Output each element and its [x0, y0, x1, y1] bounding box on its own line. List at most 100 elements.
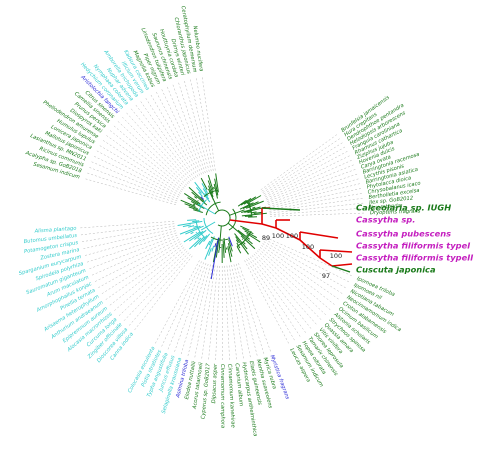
tip-label-cyperus-sp-gob2017-bottom: Cyperus sp. GoB2017: [200, 362, 211, 419]
internal-branch: [200, 221, 216, 231]
terminal-branch: [182, 224, 191, 228]
guide-line: [94, 149, 180, 196]
guide-line: [89, 234, 178, 270]
terminal-branch: [234, 233, 248, 250]
terminal-branch: [184, 203, 198, 210]
guide-line: [101, 139, 182, 193]
guide-line: [83, 178, 176, 206]
terminal-branch: [188, 206, 201, 212]
terminal-branch: [240, 197, 252, 206]
clade-tip-calceolaria-sp-iugh: Calceolaria sp. IUGH: [356, 203, 451, 213]
clade-branch: [261, 223, 277, 229]
terminal-branch: [228, 236, 233, 247]
terminal-branch: [252, 206, 256, 209]
terminal-branch: [204, 193, 210, 200]
terminal-branch: [205, 240, 211, 250]
clade-branch: [331, 263, 353, 267]
guide-line: [116, 119, 187, 186]
guide-line: [265, 159, 354, 199]
terminal-branch: [227, 246, 232, 263]
terminal-branch: [246, 195, 262, 204]
internal-branch: [218, 225, 222, 250]
guide-line: [91, 237, 179, 276]
guide-line: [261, 245, 341, 301]
terminal-branch: [200, 177, 208, 190]
internal-branch: [227, 222, 244, 237]
tip-label-cinnamomum-kanehirae-bottom: Cinnamomum kanehirae: [226, 364, 235, 428]
terminal-branch: [201, 183, 208, 194]
guide-line: [155, 260, 200, 344]
terminal-branch: [196, 186, 202, 194]
guide-line: [250, 256, 308, 335]
terminal-branch: [241, 238, 244, 240]
guide-line: [101, 243, 182, 294]
bootstrap-value: 100: [302, 243, 314, 251]
terminal-branch: [185, 225, 204, 235]
clade-tip-cassytha-filiformis-typeii: Cassytha filiformis typeII: [356, 253, 473, 263]
guide-line: [81, 225, 175, 243]
guide-lines: [80, 75, 366, 361]
guide-line: [144, 96, 197, 178]
terminal-branch: [240, 225, 250, 231]
terminal-branch: [192, 203, 196, 206]
internal-branch-arc: [245, 200, 253, 218]
terminal-branch: [236, 246, 242, 254]
guide-line: [256, 250, 328, 317]
guide-line: [123, 252, 190, 321]
terminal-branch: [243, 196, 257, 205]
tip-label-dipsacus-asper-bottom: Dipsacus asper: [211, 363, 219, 404]
guide-line: [263, 145, 347, 195]
guide-line: [262, 243, 345, 295]
bootstrap-value: 89: [262, 234, 270, 242]
guide-line: [167, 262, 204, 350]
terminal-branch: [235, 239, 239, 244]
guide-line: [187, 264, 211, 356]
guide-line: [194, 265, 214, 358]
internal-branch-arc: [214, 209, 231, 227]
guide-line: [231, 264, 251, 358]
terminal-branch: [202, 188, 209, 197]
guide-line: [260, 133, 339, 191]
internal-branch-arc: [205, 201, 221, 216]
terminal-branch: [197, 237, 200, 240]
guide-line: [268, 182, 362, 207]
terminal-branch: [214, 178, 219, 196]
terminal-branch: [195, 231, 197, 234]
guide-line: [224, 265, 230, 360]
guide-line: [255, 252, 323, 322]
guide-line: [246, 259, 296, 342]
guide-line: [80, 221, 175, 229]
guide-line: [120, 115, 189, 185]
terminal-branch: [187, 219, 197, 221]
highlighted-clade: Calceolaria sp. IUGH Cassytha sp. Cassytha…: [229, 203, 473, 280]
guide-line: [238, 263, 271, 352]
guide-line: [149, 93, 199, 177]
guide-line: [208, 265, 218, 360]
terminal-branch: [200, 196, 205, 200]
tree-branches: [177, 173, 267, 280]
guide-line: [268, 178, 361, 206]
guide-line: [215, 265, 221, 360]
terminal-branch: [207, 174, 214, 191]
clade-branch: [299, 231, 339, 239]
terminal-branch: [193, 209, 203, 213]
terminal-branch: [191, 191, 208, 206]
bootstrap-value: 97: [322, 272, 330, 280]
bootstrap-value: 100: [330, 252, 342, 260]
terminal-branch: [228, 239, 233, 252]
guide-line: [112, 124, 186, 188]
terminal-branch: [213, 186, 215, 190]
terminal-branch: [194, 181, 211, 203]
terminal-branch: [211, 245, 215, 252]
internal-branch-arc: [236, 230, 252, 247]
guide-line: [89, 160, 178, 200]
guide-line: [248, 257, 302, 339]
guide-line: [87, 166, 178, 202]
terminal-branch: [194, 236, 205, 248]
guide-line: [80, 223, 175, 236]
terminal-branch: [247, 211, 252, 214]
terminal-branch: [183, 231, 201, 243]
guide-line: [183, 79, 210, 172]
terminal-branch: [244, 230, 258, 239]
